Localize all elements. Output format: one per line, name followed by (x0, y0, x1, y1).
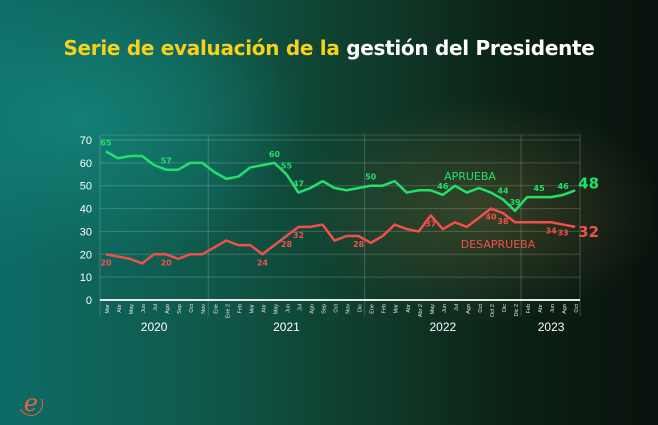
x-tick-label: Jun (442, 304, 448, 313)
year-label: 2023 (538, 320, 565, 334)
data-label: 38 (497, 217, 509, 226)
data-label: 24 (257, 258, 269, 267)
x-tick-label: Jun (285, 304, 291, 313)
page-title: Serie de evaluación de la gestión del Pr… (0, 36, 658, 60)
data-label: 40 (485, 213, 497, 222)
legend-aprueba: APRUEBA (444, 170, 496, 183)
y-tick-label: 20 (80, 249, 92, 261)
data-label: 57 (161, 157, 172, 166)
series-line-aprueba (105, 150, 576, 213)
data-label: 46 (558, 182, 570, 191)
data-label: 28 (353, 240, 365, 249)
x-tick-label: Ene (370, 304, 376, 314)
x-tick-label: Nov (346, 304, 352, 314)
data-label: 47 (293, 180, 304, 189)
x-tick-label: Feb (237, 304, 243, 313)
year-label: 2022 (429, 320, 456, 334)
x-tick-label: Jun (550, 304, 556, 313)
final-value-label: 48 (578, 174, 599, 192)
data-label: 20 (161, 258, 173, 267)
logo-letter: e (23, 389, 39, 417)
x-tick-label: Abr (261, 304, 267, 313)
year-label: 2020 (141, 320, 168, 334)
data-label: 28 (281, 240, 293, 249)
data-label: 45 (534, 184, 546, 193)
x-tick-label: Abr (117, 304, 123, 313)
x-tick-label: Jul (454, 304, 460, 311)
brand-logo: e (20, 391, 42, 417)
x-tick-label: Sep (177, 304, 183, 314)
x-tick-label: Mar (249, 304, 255, 314)
x-tick-label: Abr (406, 304, 412, 313)
x-tick-label: Abr (538, 304, 544, 313)
x-tick-label: Mar (394, 304, 400, 314)
x-tick-label: Ene (213, 304, 219, 314)
data-label: 32 (293, 231, 304, 240)
x-tick-label: Oct (189, 304, 195, 313)
x-tick-label: May (129, 304, 135, 315)
x-tick-label: Dic (502, 304, 508, 312)
data-label: 34 (546, 226, 558, 235)
x-tick-label: Nov (201, 304, 207, 314)
data-label: 33 (558, 229, 569, 238)
x-tick-label: Abr 2 (418, 304, 424, 317)
data-label: 37 (425, 219, 436, 228)
data-label: 46 (437, 182, 449, 191)
final-value-label: 32 (578, 223, 599, 241)
x-tick-label: May (273, 304, 279, 315)
x-tick-label: Oct (334, 304, 340, 313)
data-label: 65 (100, 138, 112, 147)
y-tick-label: 60 (80, 158, 92, 170)
x-tick-label: Oct (478, 304, 484, 313)
x-tick-label: Sep (322, 304, 328, 314)
data-label: 55 (281, 161, 293, 170)
y-tick-label: 40 (80, 204, 92, 216)
x-tick-label: Oct 2 (490, 304, 496, 317)
x-tick-label: Feb (526, 304, 532, 313)
x-tick-label: Jun (141, 304, 147, 313)
y-tick-label: 50 (80, 181, 92, 193)
x-tick-label: Ago (562, 304, 568, 314)
y-tick-label: 30 (80, 226, 92, 238)
x-tick-label: Ago (310, 304, 316, 314)
series-line-desaprueba (105, 207, 576, 265)
x-tick-label: Mar (105, 304, 111, 314)
data-label: 39 (509, 198, 521, 207)
data-label: 50 (365, 173, 377, 182)
year-label: 2021 (273, 320, 300, 334)
x-tick-label: Oct (574, 304, 580, 313)
x-tick-label: Ene 2 (225, 304, 231, 318)
x-tick-label: Dic 2 (514, 304, 520, 317)
x-tick-label: Jul (153, 304, 159, 311)
title-part-1: Serie de evaluación de la (63, 36, 340, 60)
x-tick-label: Jul (297, 304, 303, 311)
y-tick-label: 10 (80, 272, 92, 284)
x-tick-label: Dic (358, 304, 364, 312)
data-label: 20 (100, 258, 112, 267)
y-tick-label: 0 (86, 295, 92, 307)
x-tick-label: Feb (382, 304, 388, 313)
data-label: 44 (497, 186, 509, 195)
x-tick-label: Ago (466, 304, 472, 314)
legend-desaprueba: DESAPRUEBA (461, 238, 536, 251)
x-tick-label: May (430, 304, 436, 315)
x-tick-label: Ago (165, 304, 171, 314)
title-part-2: gestión del Presidente (346, 36, 595, 60)
data-label: 60 (269, 150, 281, 159)
y-tick-label: 70 (80, 135, 92, 147)
